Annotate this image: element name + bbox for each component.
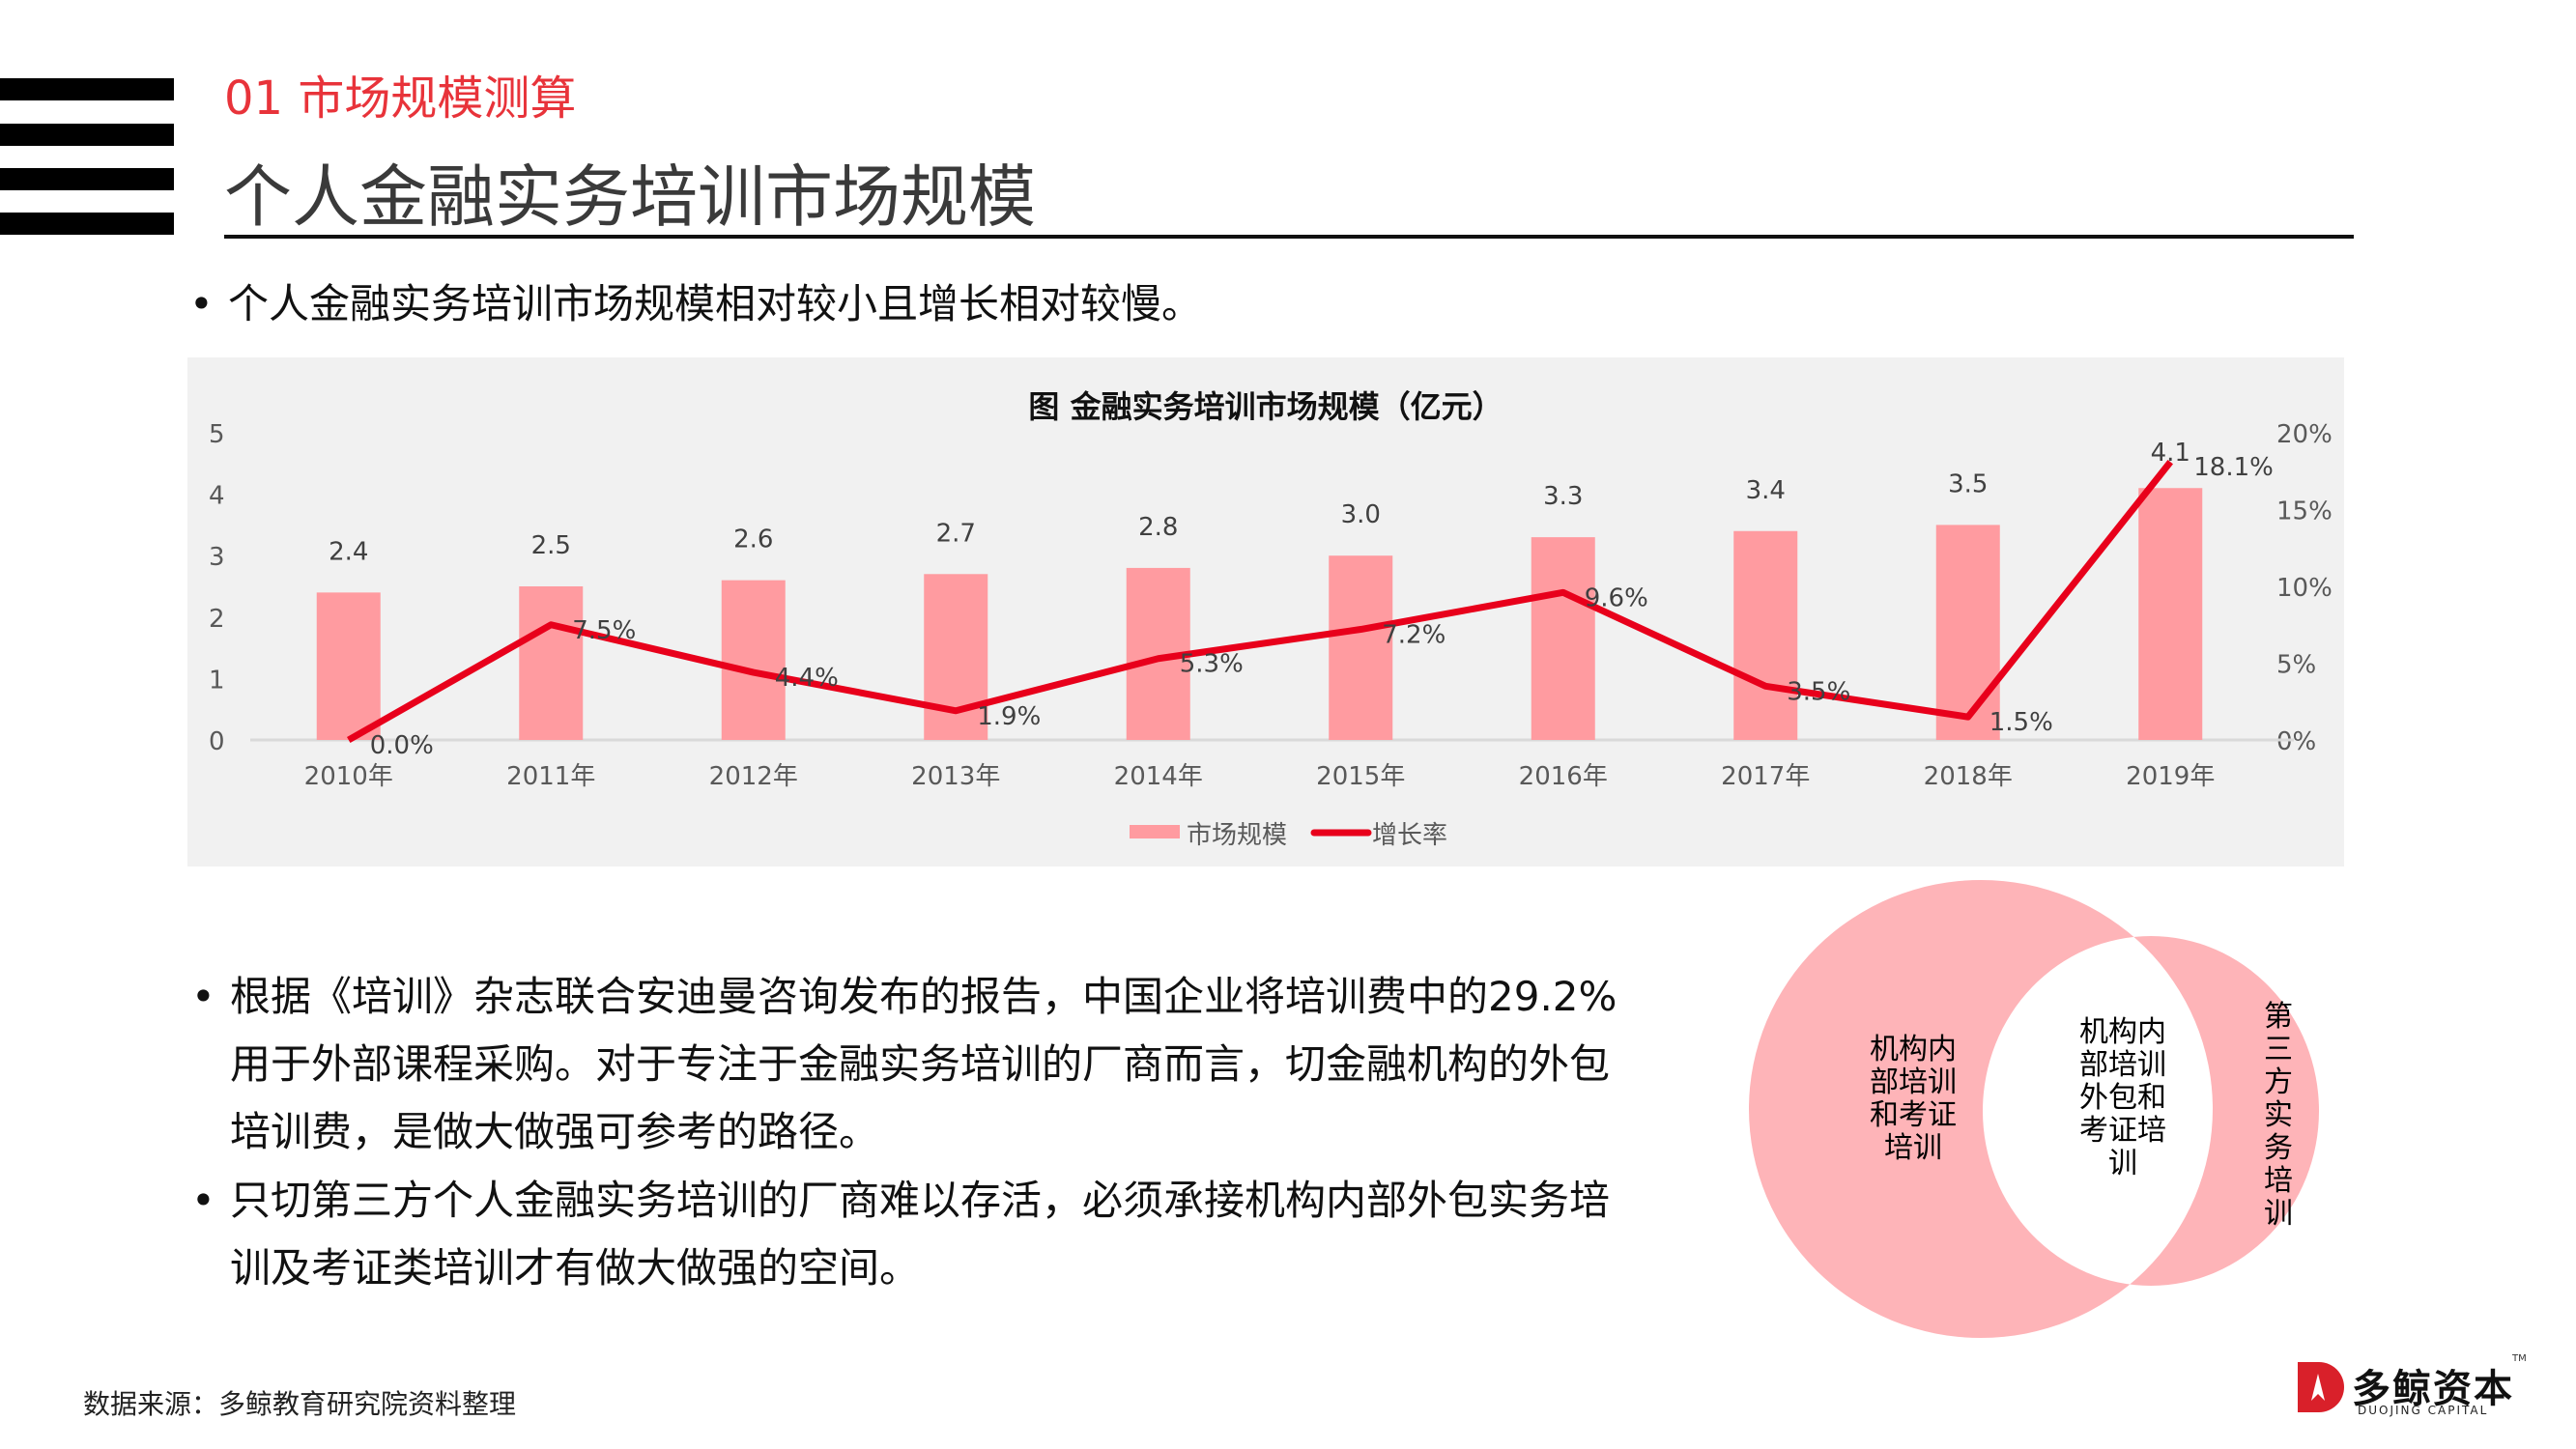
bar-market-size [519,586,584,740]
venn-center-label: 机构内 部培训 外包和 考证培 训 [2079,1015,2166,1180]
bullet-summary: • 个人金融实务培训市场规模相对较小且增长相对较慢。 [189,270,1203,338]
legend-bar-label: 市场规模 [1187,821,1287,850]
bullet-line: 根据《培训》杂志联合安迪曼咨询发布的报告，中国企业将培训费中的29.2% [230,973,1617,1020]
bullet-line: 只切第三方个人金融实务培训的厂商难以存活，必须承接机构内部外包实务培 [230,1177,1611,1224]
bar-value-label: 3.4 [1746,476,1786,505]
growth-rate-label: 7.5% [572,616,636,645]
bullet-line: 训及考证类培训才有做大做强的空间。 [230,1244,921,1292]
y-left-tick: 1 [209,666,225,695]
legend-line-label: 增长率 [1372,821,1447,850]
growth-rate-label: 1.5% [1989,708,2053,737]
bar-value-label: 3.0 [1341,500,1381,529]
y-left-tick: 5 [209,420,225,449]
y-left-tick: 4 [209,482,225,511]
bullet-dot: • [191,973,215,1020]
x-tick-label: 2012年 [709,762,798,791]
bar-market-size [721,580,786,740]
x-tick-label: 2019年 [2126,762,2215,791]
x-tick-label: 2018年 [1924,762,2013,791]
x-tick-label: 2011年 [506,762,595,791]
menu-bar-3 [0,168,174,190]
title-divider [224,235,2354,239]
menu-bar-4 [0,213,174,235]
duojing-capital-logo: 多鲸资本 DUOJING CAPITAL TM [2298,1353,2530,1425]
bullet-line: 用于外部课程采购。对于专注于金融实务培训的厂商而言，切金融机构的外包 [230,1040,1611,1088]
page-title: 个人金融实务培训市场规模 [224,157,1036,237]
bar-value-label: 2.5 [531,531,571,560]
x-tick-label: 2017年 [1721,762,1810,791]
market-size-chart: 图 金融实务培训市场规模（亿元） 0 1 2 3 4 5 0% 5% 10% 15% 20% 2.4 2.… [187,357,2344,867]
logo-name: 多鲸资本 [2352,1367,2514,1411]
bar-market-size [1935,525,2000,740]
y-right-tick: 5% [2276,651,2316,680]
x-tick-label: 2014年 [1114,762,1203,791]
section-label: 01 市场规模测算 [224,71,577,126]
bar-market-size [316,592,381,740]
menu-bar-2 [0,124,174,146]
y-left-tick: 2 [209,605,225,634]
bar-value-label: 3.3 [1543,482,1583,511]
bar-market-size [1733,530,1798,740]
y-right-tick: 10% [2276,574,2333,603]
y-left-tick: 0 [209,727,225,756]
data-source-note: 数据来源：多鲸教育研究院资料整理 [83,1388,517,1420]
growth-rate-label: 4.4% [775,664,839,693]
growth-rate-label: 7.2% [1382,621,1445,650]
bullet-text: 个人金融实务培训市场规模相对较小且增长相对较慢。 [228,280,1203,327]
x-tick-label: 2013年 [911,762,1000,791]
growth-rate-label: 0.0% [370,731,434,760]
bar-value-label: 2.8 [1138,513,1178,542]
logo-trademark: TM [2512,1353,2527,1364]
y-right-tick: 15% [2276,497,2333,526]
x-tick-label: 2015年 [1316,762,1405,791]
bullet-third-party: • 只切第三方个人金融实务培训的厂商难以存活，必须承接机构内部外包实务培 训及考… [191,1167,1611,1302]
bar-market-size [2138,488,2203,740]
bullet-report: • 根据《培训》杂志联合安迪曼咨询发布的报告，中国企业将培训费中的29.2% 用… [191,963,1617,1166]
menu-bar-1 [0,78,174,100]
bullet-dot: • [189,280,214,327]
legend-bar-swatch [1130,825,1180,838]
bar-value-label: 3.5 [1948,469,1988,498]
growth-rate-label: 9.6% [1585,583,1648,612]
y-left-tick: 3 [209,543,225,572]
growth-rate-label: 18.1% [2193,453,2274,482]
bar-market-size [1531,537,1595,740]
chart-canvas: 图 金融实务培训市场规模（亿元） 0 1 2 3 4 5 0% 5% 10% 15% 20% 2.4 2.… [209,388,2333,850]
growth-rate-label: 1.9% [977,702,1041,731]
x-tick-label: 2010年 [304,762,393,791]
bar-market-size [1329,555,1393,740]
venn-left-label: 机构内 部培训 和考证 培训 [1870,1033,1957,1165]
venn-right-label: 第三 方实 务培 训 [2264,1000,2293,1231]
growth-rate-label: 3.5% [1787,677,1850,706]
bar-value-label: 2.4 [329,537,368,566]
chart-title: 图 金融实务培训市场规模（亿元） [1028,388,1503,425]
y-right-tick: 0% [2276,727,2316,756]
y-right-tick: 20% [2276,420,2333,449]
growth-rate-line [347,460,2173,744]
bar-value-label: 2.7 [936,519,976,548]
bar-value-label: 2.6 [733,526,773,554]
bullet-dot: • [191,1177,215,1224]
x-tick-label: 2016年 [1519,762,1608,791]
growth-rate-label: 5.3% [1180,650,1244,679]
bullet-line: 培训费，是做大做强可参考的路径。 [230,1108,880,1155]
logo-subtitle: DUOJING CAPITAL [2358,1404,2489,1417]
logo-mark-icon [2298,1362,2344,1412]
